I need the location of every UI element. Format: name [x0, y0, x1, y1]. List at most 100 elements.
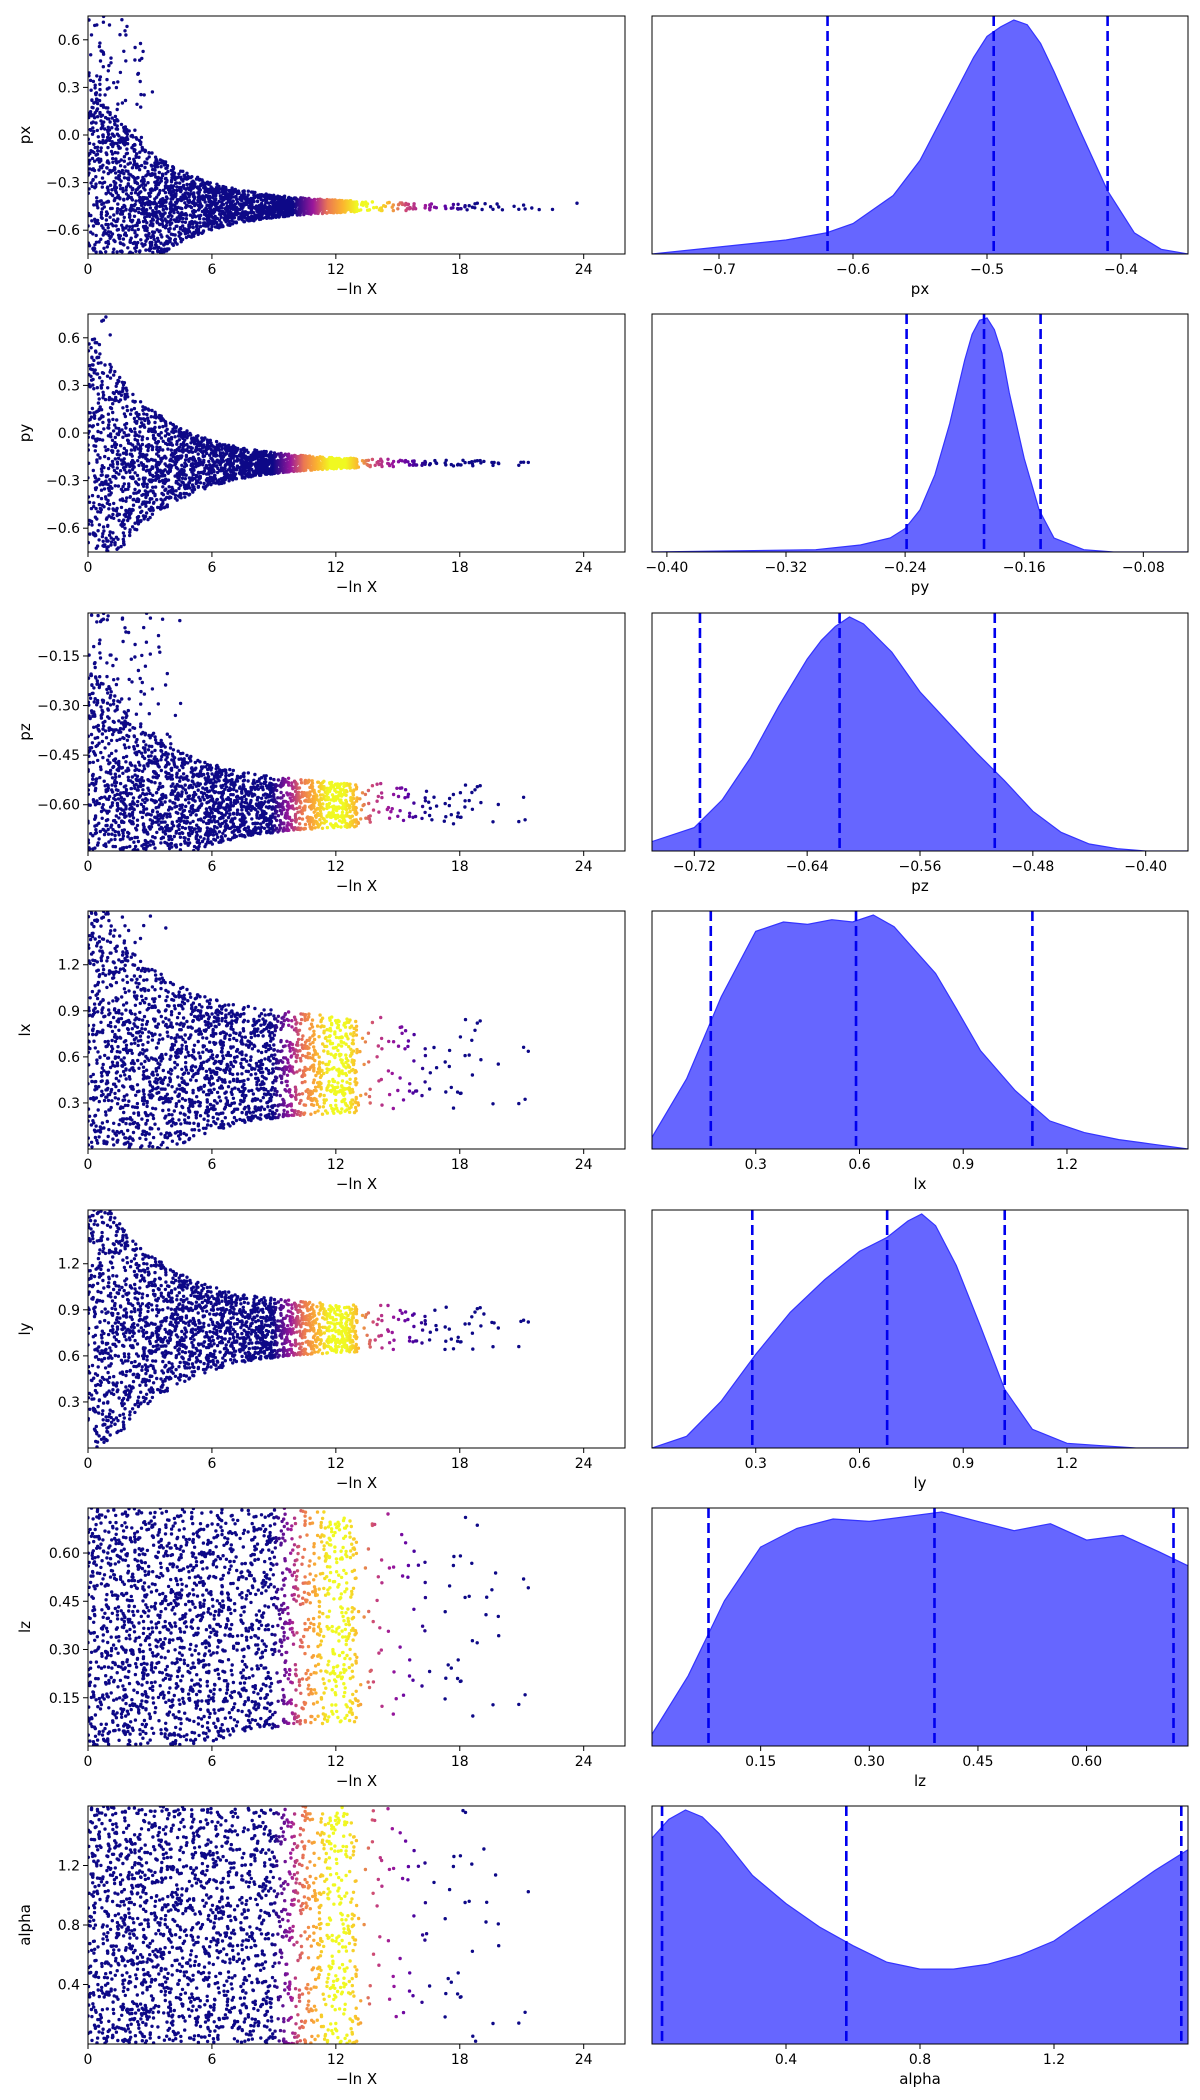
x-tick-label: 12: [327, 1456, 345, 1472]
x-tick-label: −0.4: [1104, 262, 1138, 278]
y-axis-label: alpha: [16, 1904, 34, 1946]
x-tick-label: −0.7: [702, 262, 736, 278]
x-tick-label: −0.40: [645, 560, 688, 576]
x-tick-label: 6: [207, 2052, 216, 2068]
scatter-panel-py: 0 6 12 18 24 0.6 0.3 0.0 −0.3 −0.6 −ln X py: [16, 313, 626, 596]
x-axis-label: −ln X: [336, 1175, 377, 1193]
x-tick-label: 24: [575, 859, 593, 875]
x-tick-label: −0.48: [1011, 859, 1054, 875]
y-axis-label: lz: [16, 1621, 34, 1633]
x-tick-label: 1.2: [1056, 1456, 1078, 1472]
scatter-panel-alpha: 0 6 12 18 24 1.2 0.8 0.4 −ln X alpha: [16, 1805, 626, 2088]
y-tick-label: 0.6: [58, 331, 80, 347]
y-tick-label: 0.8: [58, 1918, 80, 1934]
axes-frame: [651, 910, 1189, 1150]
x-tick-label: 12: [327, 859, 345, 875]
kde-fill: [652, 1512, 1188, 1746]
x-tick-label: 24: [575, 560, 593, 576]
scatter-panel-lx: 0 6 12 18 24 1.2 0.9 0.6 0.3 −ln X lx: [16, 910, 626, 1193]
x-tick-label: 0: [84, 1754, 93, 1770]
x-tick-label: 18: [451, 262, 469, 278]
scatter-points-lz: [88, 1508, 531, 1746]
y-tick-label: 1.2: [58, 1859, 80, 1875]
scatter-dots: [88, 16, 579, 254]
y-tick-label: 1.2: [58, 958, 80, 974]
scatter-points-pz: [88, 613, 527, 851]
x-axis-label: −ln X: [336, 578, 377, 596]
x-tick-label: 12: [327, 1157, 345, 1173]
x-axis-label: py: [911, 578, 930, 596]
x-tick-label: 24: [575, 262, 593, 278]
scatter-panel-lz: 0 6 12 18 24 0.60 0.45 0.30 0.15 −ln X lz: [16, 1507, 626, 1790]
y-tick-label: −0.6: [46, 223, 80, 239]
x-tick-label: −0.40: [1124, 859, 1167, 875]
x-tick-label: −0.56: [899, 859, 942, 875]
x-tick-label: 18: [451, 1157, 469, 1173]
kde-line: [652, 1809, 1188, 1970]
scatter-points-px: [88, 16, 579, 254]
x-tick-label: 24: [575, 2052, 593, 2068]
y-tick-label: 0.3: [58, 1395, 80, 1411]
x-tick-label: 18: [451, 1456, 469, 1472]
x-tick-label: 12: [327, 2052, 345, 2068]
x-tick-label: 24: [575, 1456, 593, 1472]
scatter-points-lx: [88, 911, 531, 1149]
x-axis-label: alpha: [899, 2070, 941, 2088]
y-axis-label: pz: [16, 723, 34, 741]
kde-fill: [652, 20, 1188, 254]
x-tick-label: −0.08: [1122, 560, 1165, 576]
y-tick-label: −0.6: [46, 521, 80, 537]
y-tick-label: 0.6: [58, 33, 80, 49]
x-tick-label: −0.16: [1003, 560, 1046, 576]
y-tick-label: 0.15: [49, 1691, 80, 1707]
kde-fill: [652, 915, 1188, 1149]
kde-panel-lx: 0.3 0.6 0.9 1.2 lx: [651, 910, 1189, 1193]
y-tick-label: 1.2: [58, 1257, 80, 1273]
x-tick-label: 0.15: [745, 1754, 776, 1770]
x-tick-label: 0.3: [745, 1157, 767, 1173]
scatter-panel-pz: 0 6 12 18 24 −0.15 −0.30 −0.45 −0.60 −ln X pz: [16, 612, 626, 895]
y-tick-label: 0.45: [49, 1594, 80, 1610]
x-tick-label: 12: [327, 262, 345, 278]
y-tick-label: −0.45: [37, 748, 80, 764]
x-tick-label: 12: [327, 560, 345, 576]
axes-frame: [87, 910, 626, 1150]
x-tick-label: −0.72: [673, 859, 716, 875]
x-tick-label: −0.64: [786, 859, 829, 875]
x-tick-label: 0: [84, 2052, 93, 2068]
scatter-points-py: [88, 315, 531, 552]
x-axis-label: ly: [913, 1474, 926, 1492]
x-tick-label: 0.30: [854, 1754, 885, 1770]
x-tick-label: 0.60: [1071, 1754, 1102, 1770]
x-tick-label: 6: [207, 1456, 216, 1472]
x-axis-label: lz: [914, 1772, 926, 1790]
x-tick-label: 18: [451, 859, 469, 875]
x-tick-label: −0.32: [765, 560, 808, 576]
y-tick-label: −0.15: [37, 649, 80, 665]
kde-line: [652, 1213, 1188, 1448]
axes-frame: [87, 1209, 626, 1449]
x-tick-label: 6: [207, 1754, 216, 1770]
kde-panel-lz: 0.15 0.30 0.45 0.60 lz: [651, 1507, 1189, 1790]
y-axis-label: py: [16, 424, 34, 443]
kde-panel-ly: 0.3 0.6 0.9 1.2 ly: [651, 1209, 1189, 1492]
x-tick-label: −0.5: [970, 262, 1004, 278]
kde-line: [652, 914, 1188, 1149]
y-tick-label: 0.60: [49, 1546, 80, 1562]
kde-panel-px: −0.7 −0.6 −0.5 −0.4 px: [651, 15, 1189, 298]
x-tick-label: 1.2: [1056, 1157, 1078, 1173]
scatter-dots: [88, 613, 527, 851]
x-tick-label: 0.9: [952, 1456, 974, 1472]
y-axis-label: lx: [16, 1023, 34, 1036]
y-tick-label: −0.30: [37, 699, 80, 715]
x-tick-label: 18: [451, 560, 469, 576]
x-tick-label: 0.9: [952, 1157, 974, 1173]
x-tick-label: 24: [575, 1157, 593, 1173]
kde-panel-alpha: 0.4 0.8 1.2 alpha: [651, 1805, 1189, 2088]
x-axis-label: −ln X: [336, 877, 377, 895]
scatter-dots: [88, 315, 531, 552]
y-tick-label: 0.30: [49, 1643, 80, 1659]
axes-frame: [651, 313, 1189, 553]
x-tick-label: 0.4: [775, 2052, 797, 2068]
